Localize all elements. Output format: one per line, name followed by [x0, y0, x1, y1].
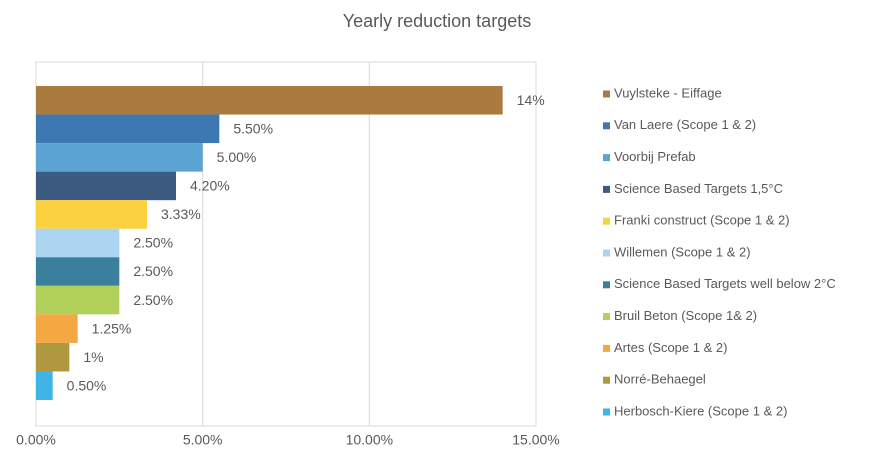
- legend-label: Van Laere (Scope 1 & 2): [614, 117, 756, 132]
- data-label: 0.50%: [67, 377, 107, 393]
- legend-swatch: [603, 90, 610, 98]
- legend-label: Bruil Beton (Scope 1& 2): [614, 308, 757, 323]
- data-label: 14%: [517, 92, 545, 108]
- bar: [36, 371, 53, 400]
- legend-swatch: [603, 217, 610, 225]
- legend-swatch: [603, 313, 610, 321]
- data-label: 3.33%: [161, 206, 201, 222]
- bar: [36, 342, 70, 372]
- legend-swatch: [603, 408, 610, 416]
- legend-label: Herbosch-Kiere (Scope 1 & 2): [614, 403, 787, 418]
- plot-area: 0.00% 5.00% 10.00% 15.00% 14% 5.50% 5.00% 4.20%…: [16, 61, 560, 448]
- x-tick-label: 5.00%: [183, 432, 223, 448]
- legend-label: Franki construct (Scope 1 & 2): [614, 213, 790, 228]
- data-label: 2.50%: [133, 235, 173, 251]
- data-label: 2.50%: [133, 292, 173, 308]
- x-tick-label: 10.00%: [346, 432, 393, 448]
- legend-swatch: [603, 344, 610, 352]
- legend-label: Voorbij Prefab: [614, 149, 696, 164]
- legend-swatch: [603, 376, 610, 384]
- legend-swatch: [603, 281, 610, 289]
- x-tick-label: 0.00%: [16, 432, 56, 448]
- legend-label: Vuylsteke - Eiffage: [614, 85, 722, 100]
- bar: [36, 200, 147, 229]
- legend-label: Willemen (Scope 1 & 2): [614, 244, 751, 259]
- legend-swatch: [603, 249, 610, 257]
- data-label: 1.25%: [92, 320, 132, 336]
- legend-label: Science Based Targets well below 2°C: [614, 276, 836, 291]
- data-label: 2.50%: [133, 263, 173, 279]
- x-tick-label: 15.00%: [512, 432, 559, 448]
- legend: Vuylsteke - Eiffage Van Laere (Scope 1 & …: [603, 85, 836, 418]
- data-label: 5.50%: [233, 121, 273, 137]
- bar: [36, 114, 220, 144]
- legend-label: Science Based Targets 1,5°C: [614, 181, 783, 196]
- data-label: 1%: [83, 349, 103, 365]
- data-label: 4.20%: [190, 178, 230, 194]
- legend-label: Artes (Scope 1 & 2): [614, 340, 727, 355]
- bar: [36, 314, 78, 343]
- bar: [36, 171, 176, 201]
- chart-title: Yearly reduction targets: [343, 11, 531, 31]
- legend-label: Norré-Behaegel: [614, 372, 706, 387]
- bar: [36, 257, 120, 286]
- bar: [36, 285, 120, 315]
- bar: [36, 86, 503, 115]
- bar: [36, 143, 203, 172]
- legend-swatch: [603, 154, 610, 162]
- data-label: 5.00%: [217, 149, 257, 165]
- legend-swatch: [603, 122, 610, 130]
- bar: [36, 228, 120, 258]
- legend-swatch: [603, 185, 610, 193]
